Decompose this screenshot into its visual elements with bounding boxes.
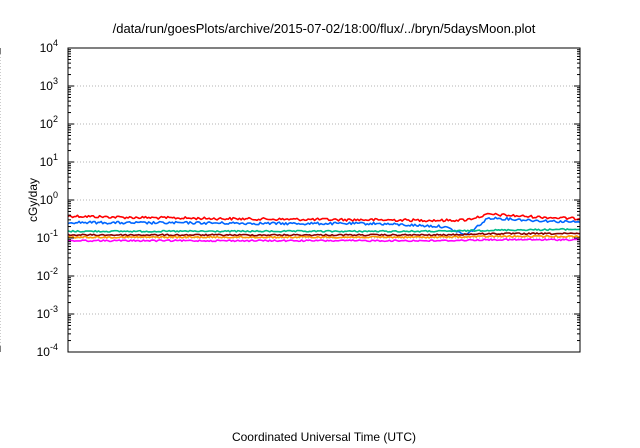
grid [0, 48, 580, 352]
y-tick-label: 10-3 [37, 304, 58, 321]
series-line [67, 234, 581, 239]
y-tick-label: 102 [40, 114, 58, 131]
y-tick-label: 100 [40, 190, 58, 207]
series-line [67, 216, 581, 236]
y-tick-label: 103 [40, 76, 58, 93]
chart-title: /data/run/goesPlots/archive/2015-07-02/1… [113, 21, 536, 36]
y-tick-label: 104 [40, 38, 58, 55]
y-tick-label: 10-4 [37, 342, 58, 359]
series-line [67, 232, 581, 237]
y-axis-label: cGy/day [26, 178, 40, 222]
y-tick-label: 10-2 [37, 266, 58, 283]
y-axis: 10-4 10-3 10-2 10-1 100 101 102 103 104 [37, 38, 580, 359]
y-tick-label: 101 [40, 152, 58, 169]
y-tick-label: 10-1 [37, 228, 58, 245]
x-axis-label: Coordinated Universal Time (UTC) [232, 430, 416, 444]
series-line [67, 212, 581, 223]
series-layer [67, 212, 581, 243]
series-line [67, 238, 581, 243]
series-line [67, 227, 581, 233]
